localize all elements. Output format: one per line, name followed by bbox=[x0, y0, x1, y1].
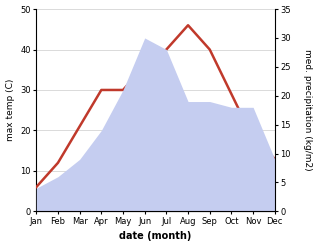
Y-axis label: max temp (C): max temp (C) bbox=[5, 79, 15, 141]
Y-axis label: med. precipitation (kg/m2): med. precipitation (kg/m2) bbox=[303, 49, 313, 171]
X-axis label: date (month): date (month) bbox=[119, 231, 192, 242]
